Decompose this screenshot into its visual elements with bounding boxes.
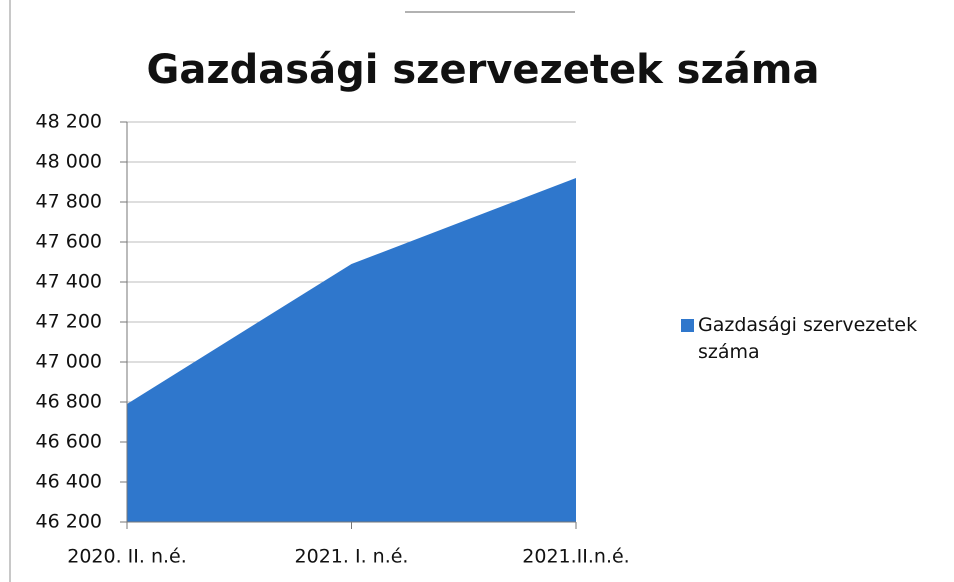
y-tick-label: 47 200 xyxy=(36,311,102,333)
y-tick-label: 46 400 xyxy=(36,471,102,493)
y-tick-label: 48 000 xyxy=(36,151,102,173)
legend: Gazdasági szervezetek száma xyxy=(681,312,951,366)
x-tick-label: 2021. I. n.é. xyxy=(295,546,409,568)
y-tick-label: 47 600 xyxy=(36,231,102,253)
y-tick-label: 47 400 xyxy=(36,271,102,293)
y-tick-label: 47 800 xyxy=(36,191,102,213)
legend-label: Gazdasági szervezetek száma xyxy=(698,314,918,363)
y-tick-label: 46 200 xyxy=(36,511,102,533)
x-tick-label: 2020. II. n.é. xyxy=(67,546,187,568)
y-tick-label: 46 600 xyxy=(36,431,102,453)
y-tick-label: 48 200 xyxy=(36,111,102,133)
y-tick-label: 46 800 xyxy=(36,391,102,413)
chart-title: Gazdasági szervezetek száma xyxy=(147,47,820,93)
y-tick-label: 47 000 xyxy=(36,351,102,373)
x-tick-label: 2021.II.n.é. xyxy=(522,546,629,568)
area xyxy=(127,178,576,522)
legend-swatch xyxy=(681,319,694,332)
